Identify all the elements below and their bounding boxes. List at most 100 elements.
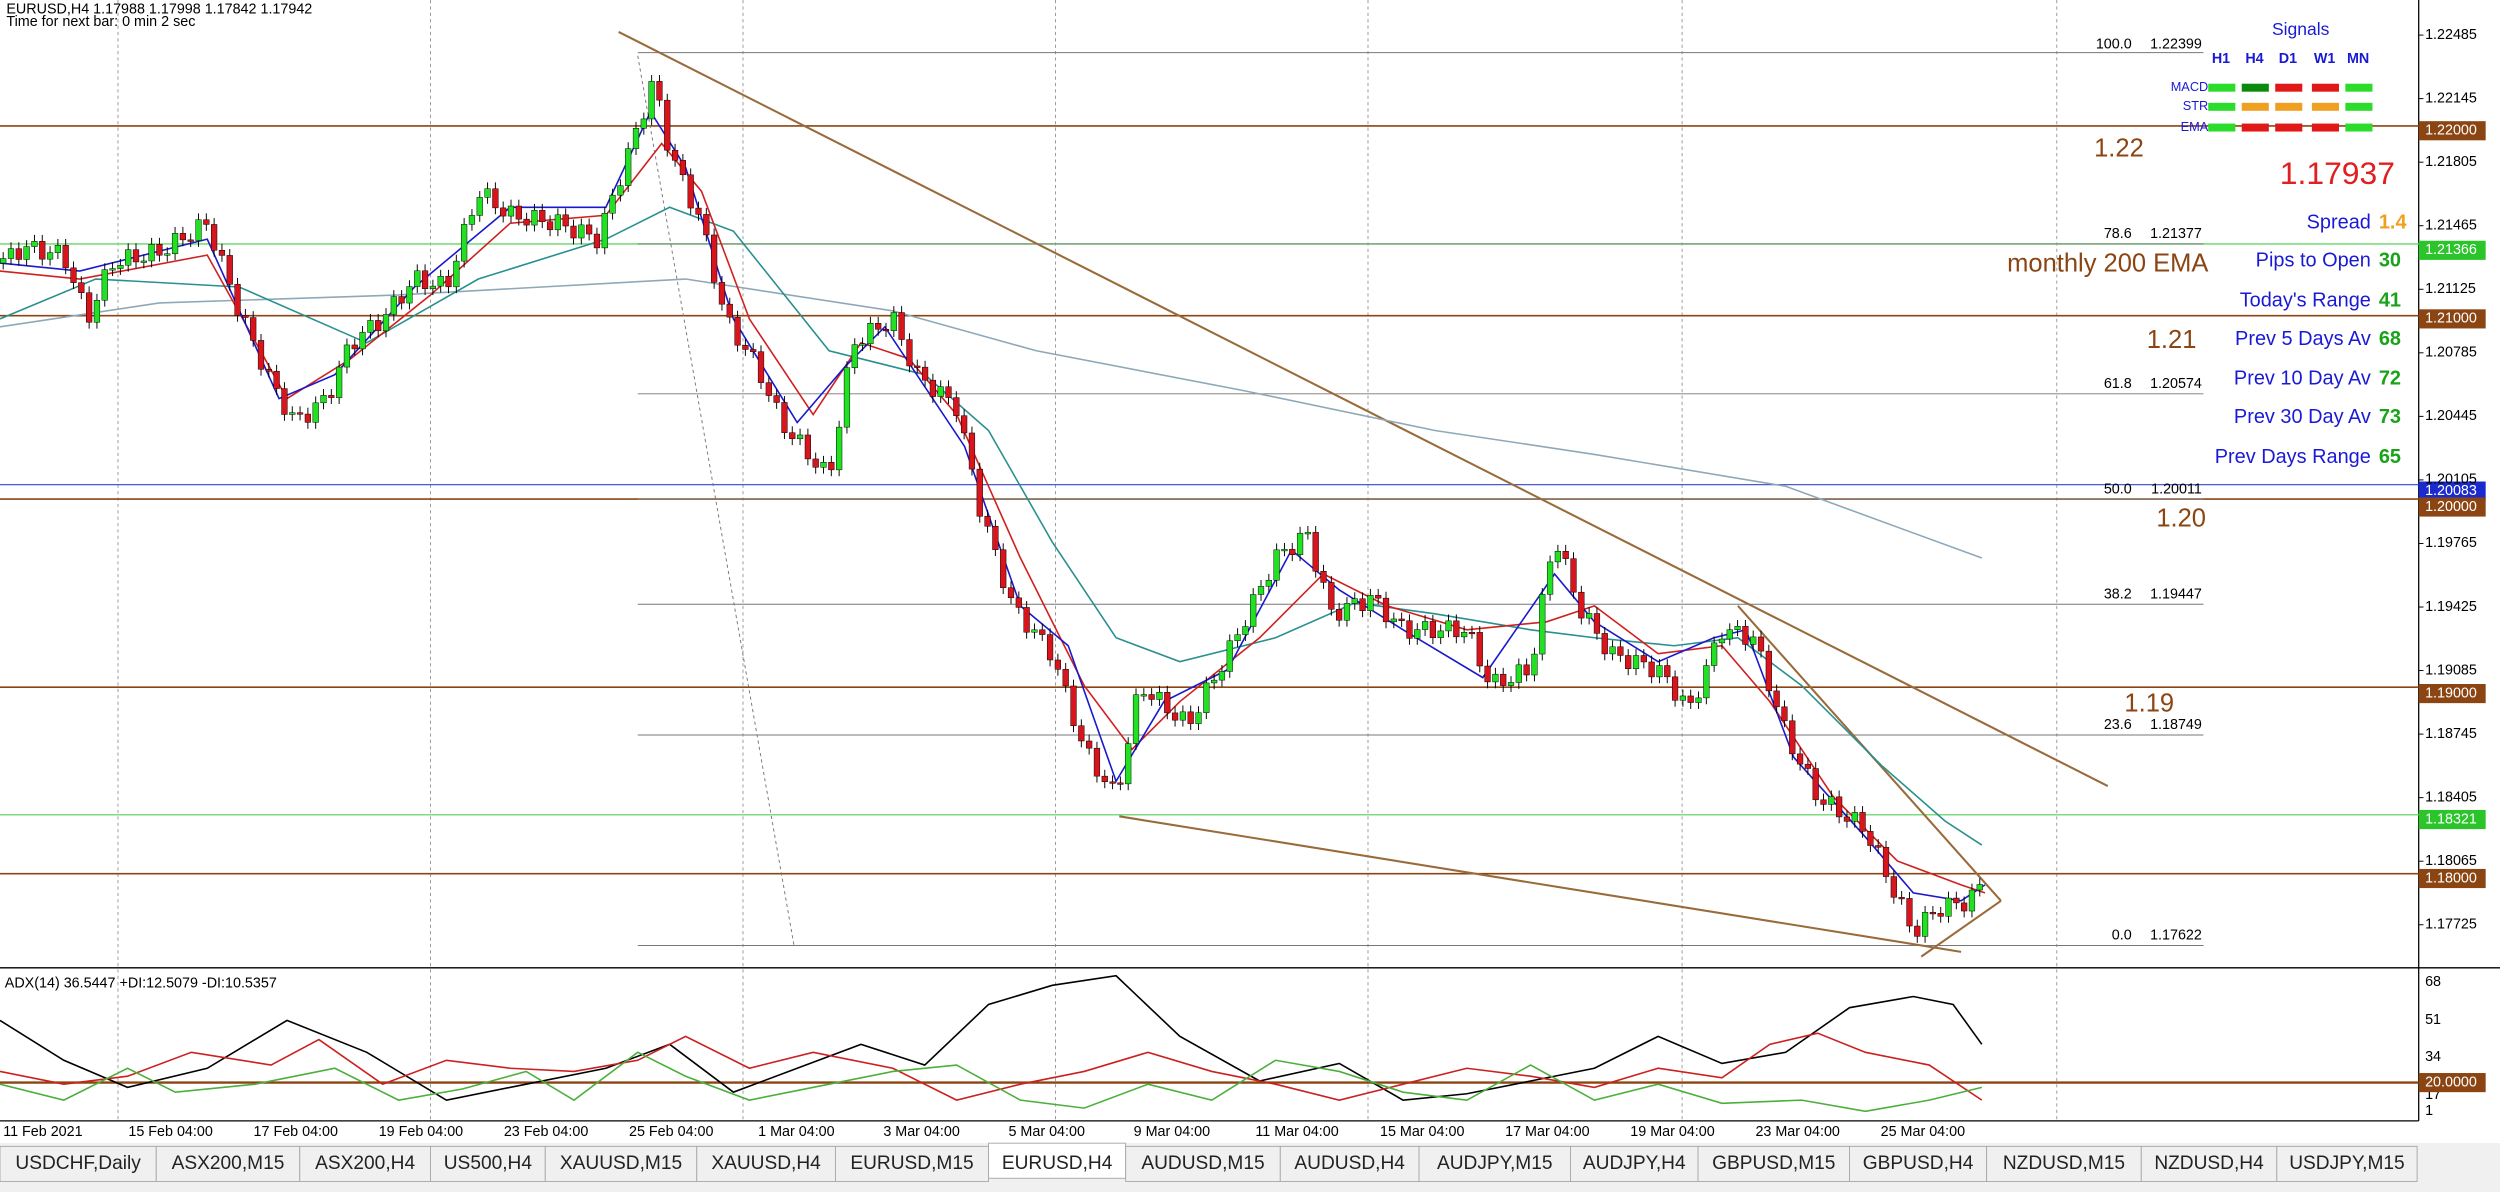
candle-body [1546,561,1554,595]
candle-body [921,366,929,381]
candle-body [1828,796,1835,805]
candle-body [1265,579,1272,587]
candle-body [211,224,218,251]
level-label: 1.19 [2124,689,2174,717]
candle-body [1312,532,1319,572]
candle-body [234,284,241,316]
price-label: 1.20785 [2425,345,2477,361]
candle-body [1296,532,1304,555]
candle-body [1765,650,1772,692]
candle-body [1156,691,1163,700]
tab-label[interactable]: ASX200,H4 [315,1153,415,1174]
signal-column: MN [2347,51,2369,67]
candle-body [625,148,632,186]
tab-label[interactable]: NZDUSD,M15 [2003,1153,2125,1174]
indicator-axis-label: 1 [2425,1103,2433,1119]
tab-label[interactable]: NZDUSD,H4 [2154,1153,2264,1174]
tab[interactable] [544,1145,698,1182]
candle-body [140,260,147,263]
candle-body [336,366,343,398]
signal-column: W1 [2314,51,2336,67]
tab[interactable] [0,1145,157,1182]
tab[interactable] [1570,1145,1699,1182]
candle-body [500,207,507,217]
candle-body [1656,665,1663,678]
tab[interactable] [1986,1145,2142,1182]
stat-label: Prev Days Range [2215,446,2371,468]
tab[interactable] [988,1142,1127,1179]
tab-label[interactable]: AUDJPY,H4 [1583,1153,1686,1174]
candle-body [1945,897,1952,917]
candle-body [1609,646,1616,655]
tab[interactable] [1125,1145,1281,1182]
candle-body [1000,549,1007,588]
fib-price: 1.17622 [2150,928,2202,944]
tab[interactable] [1418,1145,1571,1182]
tab[interactable] [2276,1145,2418,1182]
price-label: 1.18405 [2425,789,2477,805]
tab[interactable] [834,1145,990,1182]
tab[interactable] [2140,1145,2278,1182]
candle-body [1398,618,1405,621]
tab-label[interactable]: AUDUSD,M15 [1141,1153,1264,1174]
candle-body [1484,665,1491,683]
candle-body [1250,594,1257,627]
tab-label[interactable]: USDCHF,Daily [15,1153,141,1174]
tab[interactable] [1697,1145,1850,1182]
tab-label[interactable]: GBPUSD,M15 [1712,1153,1835,1174]
tab-label[interactable]: EURUSD,H4 [1002,1153,1113,1174]
symbol-info: EURUSD,H4 1.17988 1.17998 1.17842 1.1794… [6,1,312,17]
candle-body [1648,661,1655,678]
candle-body [1586,613,1593,619]
time-label: 15 Mar 04:00 [1380,1124,1464,1140]
candle-body [484,188,491,198]
stat-value: 65 [2379,446,2401,468]
candle-body [859,343,866,346]
candle-body [445,275,452,288]
ema-200 [0,278,1983,559]
tab-label[interactable]: USDJPY,M15 [2289,1153,2405,1174]
candle-body [461,224,468,262]
tab-label[interactable]: EURUSD,M15 [850,1153,973,1174]
candle-body [1976,884,1983,891]
tab[interactable] [155,1145,301,1182]
candle-body [1109,781,1116,784]
tab-label[interactable]: US500,H4 [444,1153,533,1174]
tab-label[interactable]: AUDJPY,M15 [1437,1153,1553,1174]
tab[interactable] [696,1145,836,1182]
candle-body [101,269,108,301]
tab[interactable] [430,1145,546,1182]
tab-label[interactable]: GBPUSD,H4 [1863,1153,1974,1174]
tab-label[interactable]: ASX200,M15 [172,1153,285,1174]
candle-body [578,224,585,239]
candle-body [554,214,561,231]
candle-body [1023,607,1030,633]
candle-body [1414,629,1421,639]
tab[interactable] [1279,1145,1420,1182]
price-tag-box [2418,683,2486,704]
candle-body [1257,586,1265,595]
candle-body [1789,720,1796,755]
candle-body [1570,558,1577,593]
indicator-tag: 20.0000 [2425,1074,2477,1090]
candle-body [828,462,835,471]
tab-label[interactable]: XAUUSD,H4 [711,1153,821,1174]
candle-body [31,241,38,247]
level-label: 1.21 [2147,326,2197,354]
price-label: 1.20105 [2425,472,2477,488]
tab-label[interactable]: AUDUSD,H4 [1294,1153,1405,1174]
candle-body [1062,669,1069,687]
price-label: 1.21125 [2425,281,2476,297]
tab[interactable] [1849,1145,1988,1182]
price-label: 1.21805 [2425,154,2477,170]
stat-value: 68 [2379,328,2401,350]
candle-body [1226,640,1233,672]
adx-lines [0,974,1983,1113]
tab[interactable] [299,1145,431,1182]
candle-body [1046,634,1054,661]
candle-body [1086,740,1093,749]
candle-body [437,275,444,287]
candle-body [1929,912,1937,915]
candle-body [1273,549,1280,581]
tab-label[interactable]: XAUUSD,M15 [560,1153,682,1174]
